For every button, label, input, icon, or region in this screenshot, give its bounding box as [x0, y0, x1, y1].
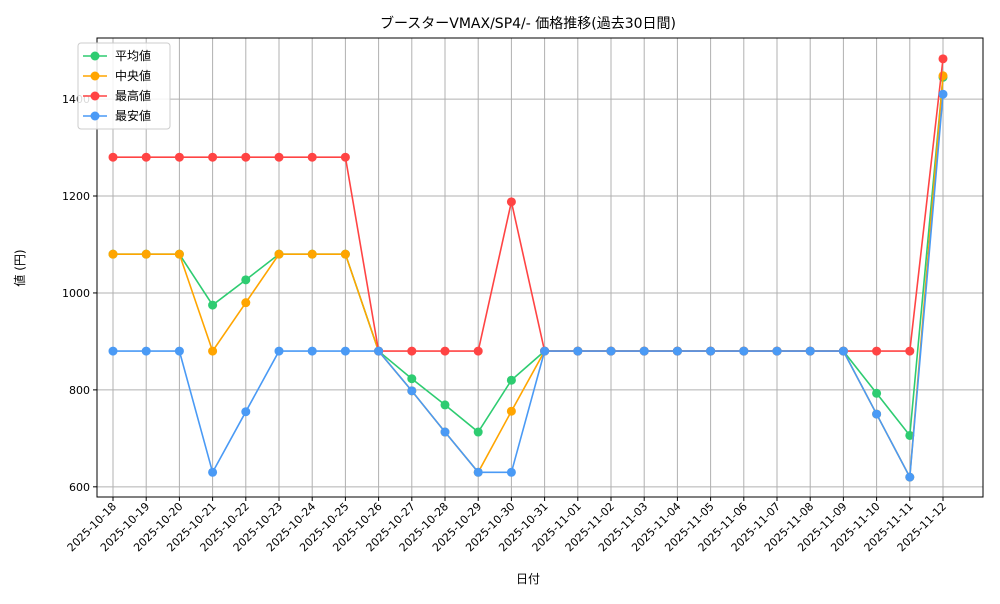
data-point: [706, 346, 716, 356]
legend-marker: [90, 91, 100, 101]
y-tick-label: 1000: [62, 287, 90, 300]
x-axis-label: 日付: [516, 572, 540, 586]
data-point: [905, 346, 915, 356]
data-point: [340, 249, 350, 259]
data-point: [241, 275, 251, 285]
data-point: [108, 249, 118, 259]
legend-label: 最安値: [115, 108, 151, 123]
data-point: [241, 407, 251, 417]
y-tick-label: 800: [69, 384, 90, 397]
legend-marker: [90, 71, 100, 81]
data-point: [407, 346, 417, 356]
data-point: [307, 152, 317, 162]
legend-box: [77, 42, 171, 130]
data-point: [540, 346, 550, 356]
y-tick-label: 600: [69, 481, 90, 494]
data-point: [805, 346, 815, 356]
data-point: [938, 54, 948, 64]
plot-frame: [96, 37, 984, 498]
chart-title: ブースターVMAX/SP4/- 価格推移(過去30日間): [380, 15, 676, 32]
y-tick-label: 1200: [62, 190, 90, 203]
data-point: [772, 346, 782, 356]
data-point: [274, 152, 284, 162]
data-point: [905, 430, 915, 440]
data-point: [108, 152, 118, 162]
data-point: [374, 346, 384, 356]
data-point: [606, 346, 616, 356]
data-point: [307, 249, 317, 259]
data-point: [905, 472, 915, 482]
data-point: [440, 400, 450, 410]
data-point: [473, 427, 483, 437]
data-point: [506, 197, 516, 207]
data-point: [241, 152, 251, 162]
data-point: [473, 346, 483, 356]
data-point: [141, 152, 151, 162]
data-point: [938, 71, 948, 81]
data-point: [274, 249, 284, 259]
data-point: [506, 375, 516, 385]
data-point: [440, 427, 450, 437]
data-point: [573, 346, 583, 356]
y-axis-label: 値 (円): [12, 249, 27, 286]
data-point: [739, 346, 749, 356]
data-point: [141, 249, 151, 259]
data-point: [872, 346, 882, 356]
data-point: [838, 346, 848, 356]
legend-marker: [90, 111, 100, 121]
data-point: [307, 346, 317, 356]
data-point: [274, 346, 284, 356]
data-point: [407, 374, 417, 384]
data-point: [440, 346, 450, 356]
data-point: [241, 298, 251, 308]
data-point: [174, 152, 184, 162]
series-line-2: [113, 58, 944, 352]
data-point: [872, 409, 882, 419]
data-point: [506, 467, 516, 477]
data-point: [174, 249, 184, 259]
legend-label: 最高値: [115, 88, 151, 103]
legend-label: 中央値: [115, 68, 151, 83]
data-point: [340, 346, 350, 356]
data-point: [340, 152, 350, 162]
data-point: [174, 346, 184, 356]
data-point: [938, 89, 948, 99]
data-point: [141, 346, 151, 356]
data-point: [108, 346, 118, 356]
data-point: [208, 346, 218, 356]
data-point: [872, 388, 882, 398]
data-point: [672, 346, 682, 356]
data-point: [208, 152, 218, 162]
legend-label: 平均値: [115, 48, 151, 63]
data-point: [208, 300, 218, 310]
series-line-3: [113, 94, 944, 480]
data-point: [208, 467, 218, 477]
data-point: [407, 386, 417, 396]
data-point: [473, 467, 483, 477]
legend-marker: [90, 51, 100, 61]
data-point: [506, 406, 516, 416]
data-point: [639, 346, 649, 356]
